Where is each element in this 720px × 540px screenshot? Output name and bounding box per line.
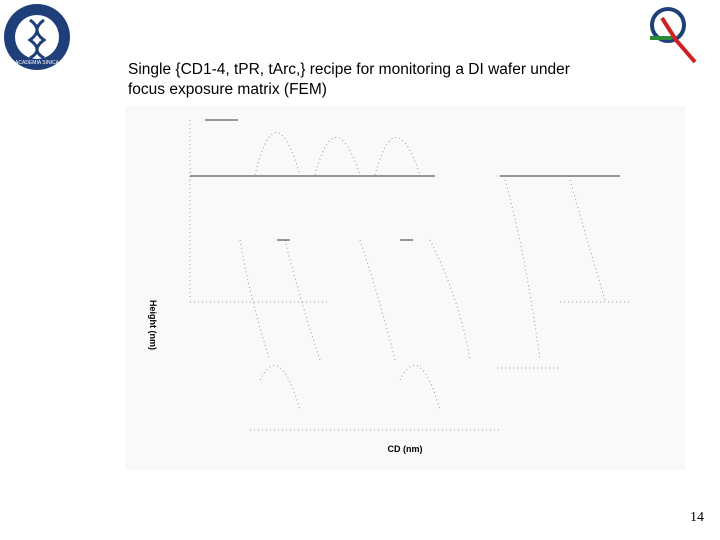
y-axis-label: Height (nm) (148, 300, 158, 350)
logo-right (650, 7, 697, 64)
logo: ACADEMIA SINICA (4, 4, 70, 70)
x-axis-label: CD (nm) (388, 444, 423, 454)
plot-image (125, 106, 685, 470)
slide-title: Single {CD1-4, tPR, tArc,} recipe for mo… (128, 60, 570, 100)
title-line: Single {CD1-4, tPR, tArc,} recipe for mo… (128, 61, 570, 78)
logo-text: ACADEMIA SINICA (15, 60, 60, 66)
page-number: 14 (690, 510, 704, 525)
title-line: focus exposure matrix (FEM) (128, 81, 327, 98)
plot-marks (190, 119, 620, 241)
